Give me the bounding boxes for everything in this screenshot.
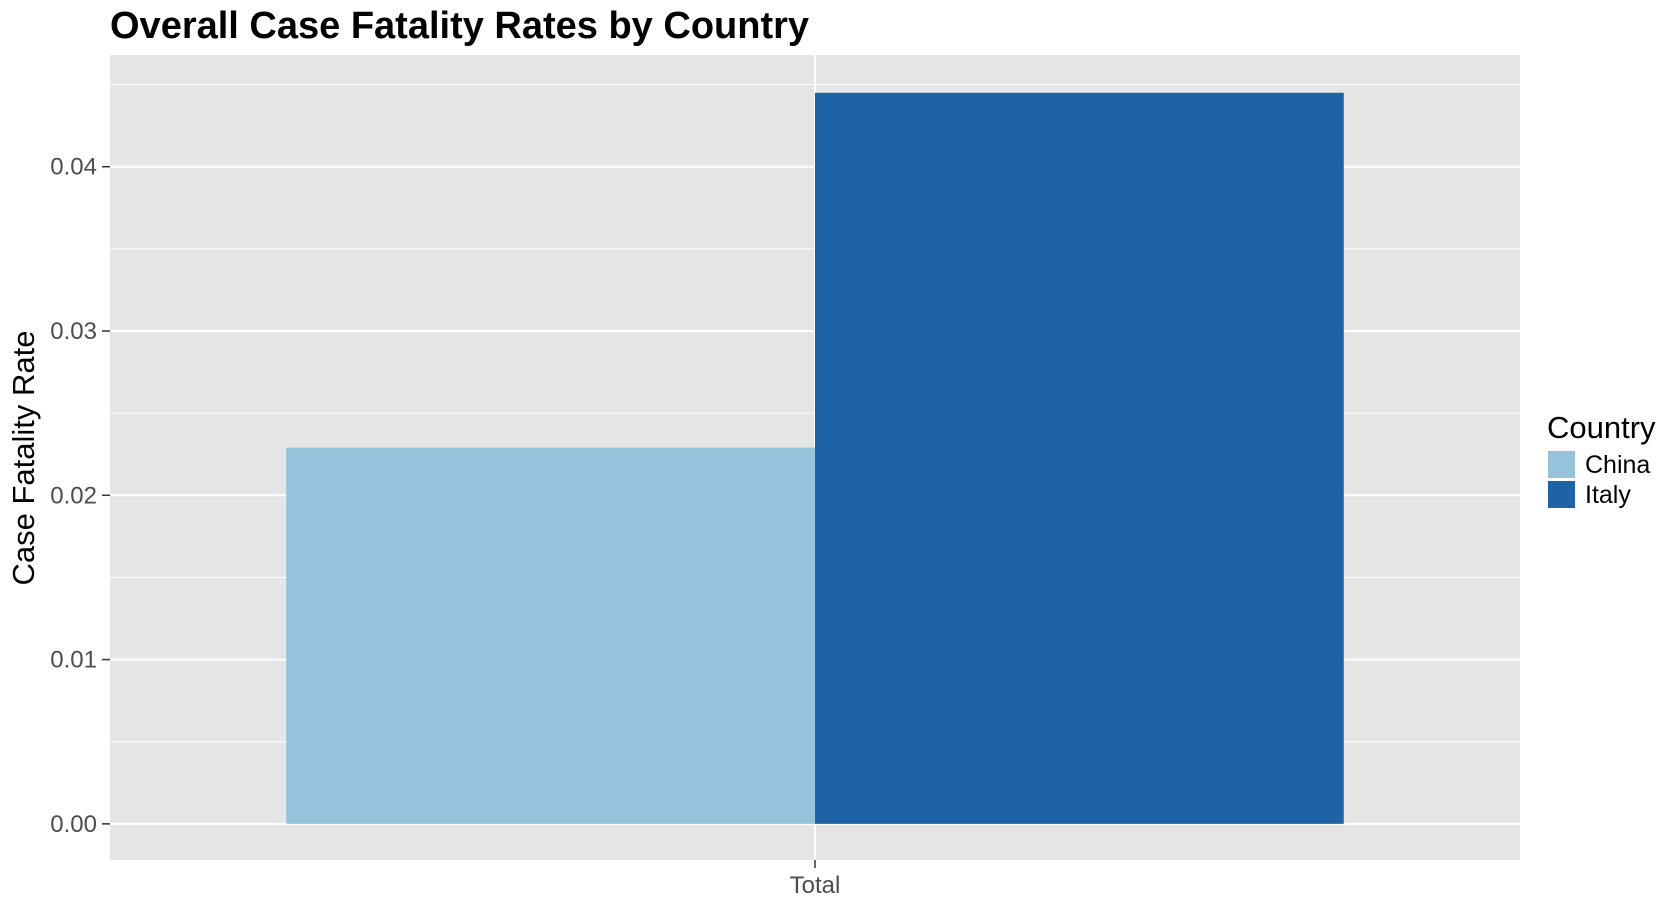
legend-swatch-china	[1548, 451, 1575, 478]
bars	[286, 92, 1344, 824]
x-axis: Total	[790, 860, 841, 899]
legend-swatch-italy	[1548, 481, 1575, 508]
bar-italy-total	[815, 92, 1344, 824]
y-tick-label: 0.03	[50, 318, 97, 345]
legend-label-china: China	[1585, 451, 1650, 479]
legend-title: Country	[1547, 410, 1656, 445]
x-tick-label: Total	[790, 872, 841, 899]
y-tick-label: 0.04	[50, 154, 97, 181]
y-axis: 0.00 0.01 0.02 0.03 0.04	[50, 154, 110, 838]
y-tick-label: 0.00	[50, 811, 97, 838]
chart-title: Overall Case Fatality Rates by Country	[110, 5, 809, 47]
bar-china-total	[286, 447, 815, 824]
y-axis-label: Case Fatality Rate	[6, 331, 41, 586]
y-tick-label: 0.02	[50, 482, 97, 509]
legend-label-italy: Italy	[1585, 481, 1631, 509]
y-tick-label: 0.01	[50, 647, 97, 674]
